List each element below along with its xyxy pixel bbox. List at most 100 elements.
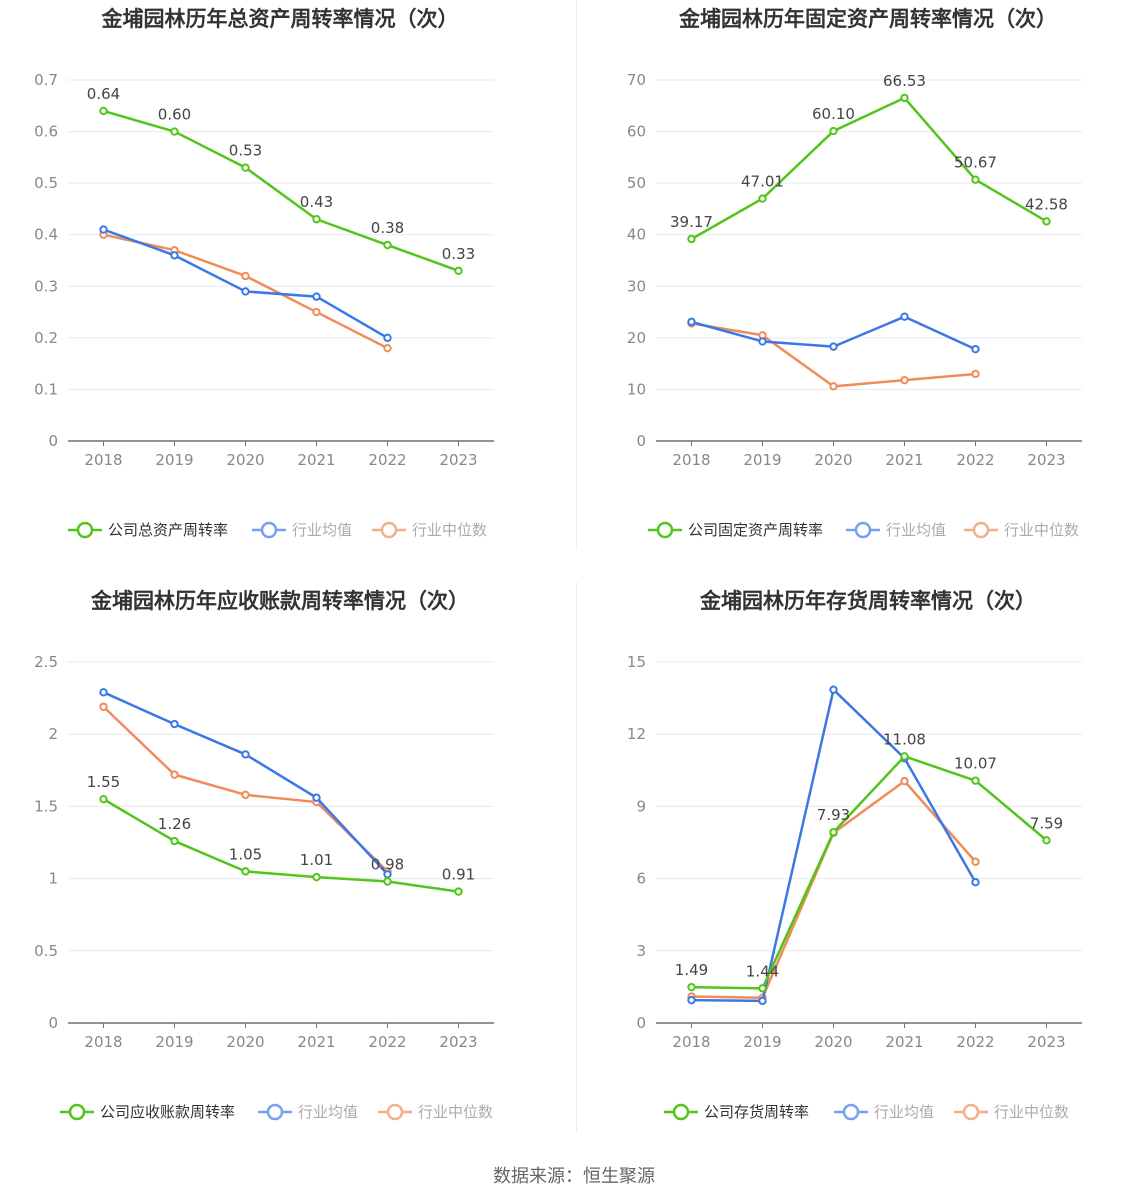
data-point-median [971,369,980,379]
x-tick-label: 2021 [297,1033,335,1051]
series-line-avg [691,688,977,1003]
legend-item-company: 公司固定资产周转率 [648,521,823,539]
data-point-median [971,857,980,866]
y-tick-label: 20 [627,329,646,347]
x-tick-label: 2018 [672,451,710,469]
y-tick-label: 2.5 [34,653,58,671]
legend-marker-icon [962,1103,980,1121]
data-label: 50.67 [954,154,997,172]
y-tick-label: 30 [627,277,646,295]
data-point-avg [758,337,767,346]
x-tick-label: 2019 [743,451,781,469]
y-tick-label: 9 [636,797,646,815]
y-tick-label: 60 [627,123,646,141]
x-tick-label: 2023 [439,451,477,469]
data-label: 47.01 [741,173,784,191]
data-point-median [241,790,250,800]
x-tick-label: 2022 [956,451,994,469]
y-tick-label: 0.3 [34,277,58,295]
data-point-median [312,307,321,317]
data-point-avg [170,251,179,260]
data-source-note: 数据来源：恒生聚源 [493,1166,655,1187]
chart-title: 金埔园林历年存货周转率情况（次） [699,589,1036,613]
series-line-company [103,109,459,272]
data-label: 1.55 [87,773,120,791]
data-label: 11.08 [883,730,926,748]
data-point-company [99,794,108,804]
data-point-avg [900,312,909,321]
y-tick-label: 3 [636,942,646,960]
data-point-avg [99,688,108,697]
y-tick-label: 0 [636,1014,646,1032]
legend-label: 行业均值 [298,1103,358,1121]
data-point-median [383,343,392,353]
legend-item-company: 公司总资产周转率 [68,521,228,539]
x-tick-label: 2023 [1027,1033,1065,1051]
data-point-company [687,982,696,992]
data-point-median [99,702,108,711]
data-label: 0.60 [158,106,191,124]
y-tick-label: 2 [48,725,58,743]
x-tick-label: 2021 [297,451,335,469]
legend-marker-icon [76,521,94,539]
data-label: 0.33 [442,245,475,263]
legend-label: 公司总资产周转率 [108,521,228,539]
y-tick-label: 15 [627,653,646,671]
data-point-median [241,271,250,281]
x-tick-label: 2023 [439,1033,477,1051]
series-line-company [691,755,1048,990]
y-tick-label: 1.5 [34,797,58,815]
y-tick-label: 1 [48,870,58,888]
data-point-avg [971,345,980,354]
y-tick-label: 0.5 [34,174,58,192]
x-tick-label: 2019 [155,1033,193,1051]
data-point-company [687,234,696,244]
data-point-company [241,163,250,172]
chart-title: 金埔园林历年应收账款周转率情况（次） [90,589,469,613]
data-label: 39.17 [670,213,713,231]
legend-marker-icon [656,521,674,539]
legend-item-avg: 行业均值 [846,521,946,539]
data-point-company [312,215,321,224]
legend-item-median: 行业中位数 [372,521,487,539]
series-line-company [102,798,459,893]
y-tick-label: 0.5 [34,942,58,960]
x-tick-label: 2019 [743,1033,781,1051]
data-label: 0.91 [442,866,475,884]
chart-receivables-turnover: 金埔园林历年应收账款周转率情况（次） 0 0.5 1 1.5 2 2.5 2018 2019 20… [0,582,560,1142]
x-tick-label: 2020 [226,1033,264,1051]
legend-label: 公司应收账款周转率 [100,1103,235,1121]
chart-svg: 金埔园林历年总资产周转率情况（次） 0 0.1 0.2 0.3 0.4 0.5 0.6 0.7 2… [34,7,494,539]
y-tick-label: 40 [627,226,646,244]
y-tick-label: 0.2 [34,329,58,347]
data-point-company [383,240,392,250]
data-point-company [99,106,108,116]
data-point-median [900,375,909,385]
x-tick-label: 2021 [885,451,923,469]
x-tick-label: 2020 [226,451,264,469]
data-label: 1.05 [229,845,262,863]
legend-label: 公司固定资产周转率 [688,521,823,539]
legend-item-avg: 行业均值 [834,1103,934,1121]
data-point-company [1042,836,1051,845]
vertical-divider [576,0,577,550]
data-label: 7.59 [1030,814,1063,832]
data-point-company [383,877,392,886]
data-point-avg [383,333,392,343]
data-point-avg [829,342,838,351]
data-label: 7.93 [817,806,850,824]
data-point-company [454,887,463,896]
x-tick-label: 2019 [155,451,193,469]
data-point-company [971,175,980,184]
chart-fixed-asset-turnover: 金埔园林历年固定资产周转率情况（次） 0 10 20 30 40 50 60 70 2018 201… [588,0,1148,560]
chart-title: 金埔园林历年总资产周转率情况（次） [101,7,459,31]
x-tick-label: 2018 [672,1033,710,1051]
data-label: 1.26 [158,815,191,833]
y-tick-label: 0 [48,432,58,450]
data-point-median [170,770,179,779]
legend-label: 公司存货周转率 [704,1103,809,1121]
legend-marker-icon [386,1103,404,1121]
x-tick-label: 2020 [814,1033,852,1051]
data-label: 0.43 [300,193,333,211]
data-point-avg [971,878,980,887]
